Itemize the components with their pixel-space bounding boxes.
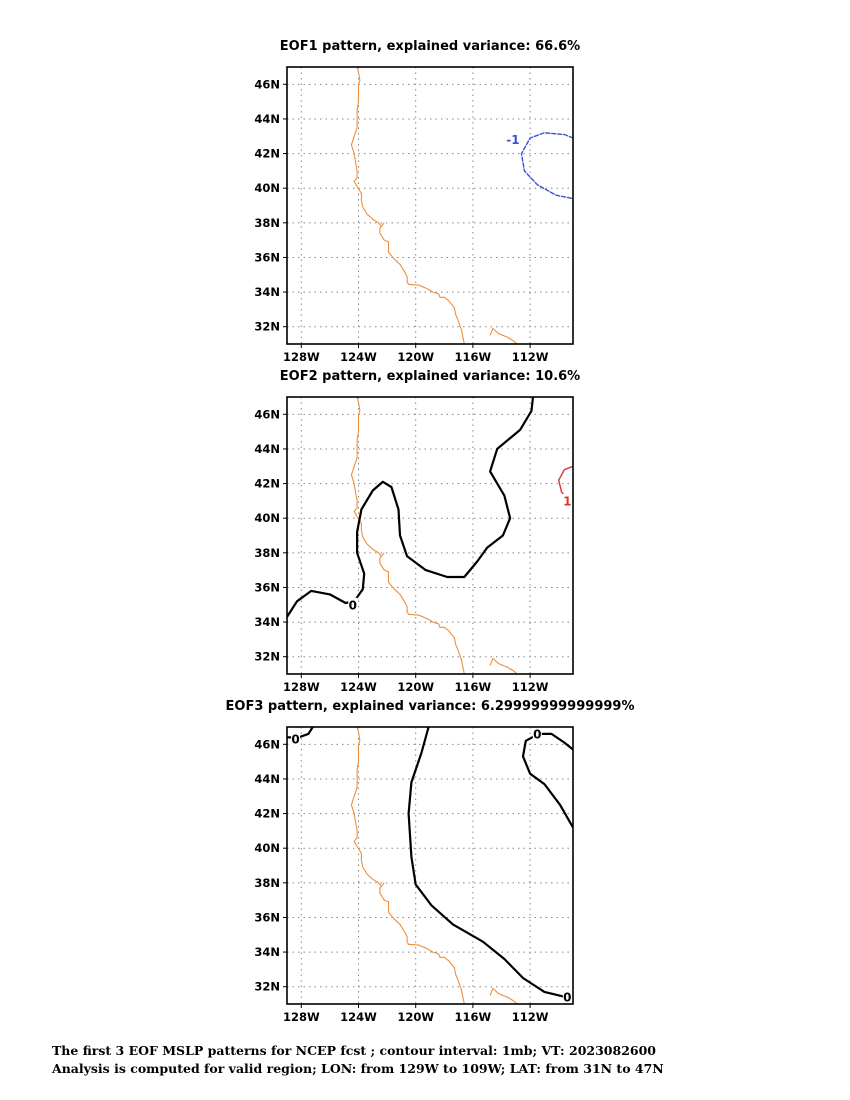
y-tick-label: 40N	[254, 511, 280, 525]
x-tick-label: 112W	[512, 680, 549, 694]
contour-label: -1	[506, 133, 519, 147]
map-frame	[286, 726, 574, 1005]
x-tick-label: 116W	[455, 350, 492, 364]
x-tick-label: 124W	[340, 350, 377, 364]
y-tick-label: 44N	[254, 442, 280, 456]
contour-line	[407, 727, 567, 999]
map-panel-2: EOF2 pattern, explained variance: 10.6% 0…	[254, 369, 580, 694]
x-tick-label: 116W	[455, 680, 492, 694]
y-tick-label: 34N	[254, 945, 280, 959]
contour-label-bg	[291, 732, 301, 746]
contour-label: 0	[563, 991, 571, 1005]
panel-title: EOF2 pattern, explained variance: 10.6%	[280, 369, 580, 384]
x-tick-label: 120W	[397, 350, 434, 364]
y-tick-label: 32N	[254, 650, 280, 664]
coastline	[350, 67, 465, 344]
panel-title: EOF3 pattern, explained variance: 6.2999…	[226, 699, 635, 714]
contour-label-bg	[562, 990, 572, 1004]
y-tick-label: 46N	[254, 737, 280, 751]
y-tick-label: 42N	[254, 807, 280, 821]
y-tick-label: 46N	[254, 407, 280, 421]
coastline	[350, 397, 465, 674]
x-tick-label: 124W	[340, 680, 377, 694]
x-tick-label: 128W	[283, 350, 320, 364]
contour-label: 0	[533, 727, 541, 741]
contour-label: 0	[291, 733, 299, 747]
map-frame	[286, 396, 574, 675]
x-tick-label: 112W	[512, 350, 549, 364]
y-tick-label: 44N	[254, 772, 280, 786]
gridlines	[287, 397, 573, 674]
coastline-gulf	[489, 657, 518, 674]
x-tick-label: 124W	[340, 1010, 377, 1024]
y-tick-label: 32N	[254, 980, 280, 994]
map-panel-3: EOF3 pattern, explained variance: 6.2999…	[226, 699, 635, 1024]
x-tick-label: 112W	[512, 1010, 549, 1024]
contour-label-bg	[532, 727, 542, 740]
y-tick-label: 40N	[254, 181, 280, 195]
contour-line	[520, 132, 573, 200]
caption-line-1: The first 3 EOF MSLP patterns for NCEP f…	[52, 1043, 656, 1058]
y-tick-label: 42N	[254, 477, 280, 491]
gridlines	[287, 727, 573, 1004]
contour-line	[521, 732, 573, 829]
x-tick-label: 128W	[283, 1010, 320, 1024]
x-tick-label: 128W	[283, 680, 320, 694]
y-tick-label: 46N	[254, 77, 280, 91]
y-tick-label: 38N	[254, 546, 280, 560]
y-tick-label: 36N	[254, 910, 280, 924]
x-tick-label: 120W	[397, 680, 434, 694]
coastline	[350, 727, 465, 1004]
y-tick-label: 34N	[254, 615, 280, 629]
coastline-gulf	[489, 327, 518, 344]
gridlines	[287, 67, 573, 344]
y-tick-label: 34N	[254, 285, 280, 299]
contour-label: 1	[563, 494, 571, 508]
y-tick-label: 38N	[254, 876, 280, 890]
panel-title: EOF1 pattern, explained variance: 66.6%	[280, 39, 580, 54]
contour-label-bg	[562, 493, 572, 507]
contour-label-bg	[504, 132, 521, 146]
map-frame	[286, 66, 574, 345]
map-panel-1: EOF1 pattern, explained variance: 66.6% -…	[254, 39, 580, 364]
coastline-gulf	[489, 987, 518, 1004]
panels-layer: EOF1 pattern, explained variance: 66.6% -…	[226, 39, 635, 1024]
caption-line-2: Analysis is computed for valid region; L…	[51, 1061, 664, 1076]
y-tick-label: 38N	[254, 216, 280, 230]
contour-label: 0	[349, 598, 357, 612]
y-tick-label: 40N	[254, 841, 280, 855]
y-tick-label: 32N	[254, 320, 280, 334]
contour-line	[287, 397, 535, 619]
x-tick-label: 120W	[397, 1010, 434, 1024]
y-tick-label: 36N	[254, 580, 280, 594]
y-tick-label: 36N	[254, 250, 280, 264]
x-tick-label: 116W	[455, 1010, 492, 1024]
y-tick-label: 44N	[254, 112, 280, 126]
y-tick-label: 42N	[254, 147, 280, 161]
contour-label-bg	[348, 597, 358, 611]
